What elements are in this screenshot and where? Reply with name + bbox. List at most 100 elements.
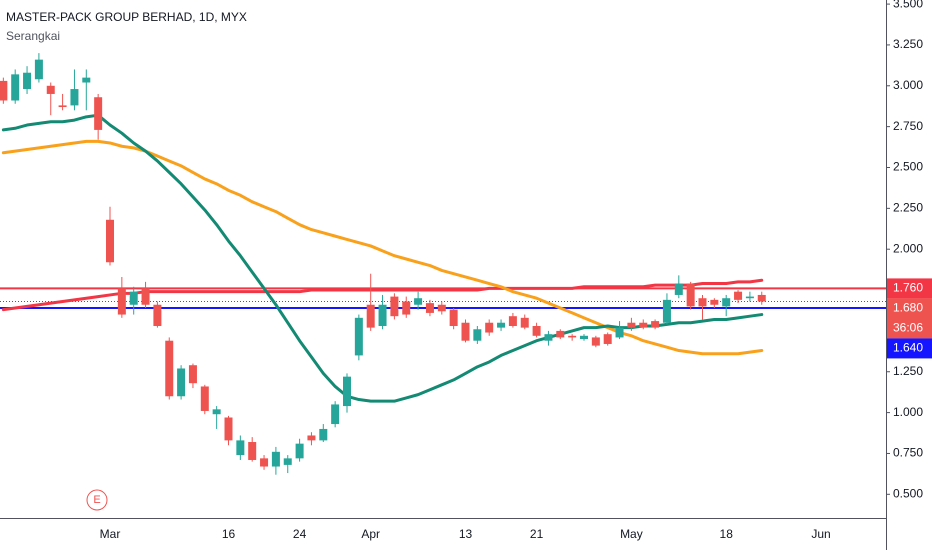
x-tick-label: Jun	[811, 527, 830, 541]
candle-body	[568, 335, 577, 338]
x-tick-label: 24	[293, 527, 307, 541]
candle-body	[177, 368, 186, 397]
candle-body	[153, 304, 162, 326]
y-tick-label: 0.750	[893, 446, 923, 460]
plot	[0, 53, 886, 475]
candle-body	[58, 105, 67, 108]
candle-body	[248, 442, 257, 460]
candle-body	[556, 330, 565, 338]
candle-body	[319, 428, 328, 441]
candle-body	[508, 316, 517, 326]
candle-body	[674, 283, 683, 295]
candle-body	[461, 322, 470, 341]
y-tick-label: 3.500	[893, 0, 923, 10]
earnings-marker[interactable]	[86, 489, 108, 511]
x-tick-label: Apr	[361, 527, 380, 541]
candle-body	[236, 440, 245, 456]
candle-body	[662, 299, 671, 323]
candle-body	[580, 335, 588, 340]
candle-body	[532, 325, 541, 336]
candle-body	[212, 409, 221, 415]
candle-body	[343, 376, 351, 407]
candle-body	[686, 283, 695, 307]
candle-body	[485, 322, 494, 333]
candle-body	[200, 386, 209, 411]
candle-body	[627, 322, 636, 328]
candle-body	[0, 80, 8, 101]
candle-body	[544, 334, 553, 341]
x-tick-label: Mar	[100, 527, 121, 541]
y-tick-label: 3.250	[893, 37, 923, 51]
candle-body	[757, 294, 766, 302]
last-price-label-box	[887, 298, 932, 339]
chart-title: MASTER-PACK GROUP BERHAD, 1D, MYX	[6, 10, 247, 24]
candle-body	[722, 298, 731, 307]
candle-body	[615, 327, 624, 338]
candle-body	[425, 303, 434, 313]
x-tick-label: 18	[720, 527, 734, 541]
x-tick-label: 16	[222, 527, 236, 541]
candle-body	[188, 365, 197, 384]
x-tick-label: 21	[530, 527, 544, 541]
chart-subtitle: Serangkai	[6, 29, 60, 43]
y-tick-label: 1.000	[893, 405, 923, 419]
candle-body	[70, 89, 79, 106]
candle-body	[23, 72, 32, 90]
candle-body	[224, 417, 233, 441]
price-label-box	[887, 278, 932, 299]
candle-body	[82, 77, 91, 83]
candle-body	[651, 321, 660, 328]
candle-body	[165, 340, 174, 397]
candle-body	[46, 85, 55, 94]
y-tick-label: 0.500	[893, 486, 923, 500]
candle-body	[390, 296, 399, 317]
countdown-label: 36:06	[893, 321, 923, 335]
candle-body	[698, 298, 707, 307]
candle-body	[117, 288, 126, 315]
y-tick-label: 2.250	[893, 201, 923, 215]
candle-body	[473, 329, 482, 341]
candle-body	[591, 337, 600, 346]
candle-body	[11, 74, 20, 101]
candle-body	[378, 304, 387, 326]
candle-body	[414, 298, 423, 305]
y-tick-label: 2.500	[893, 160, 923, 174]
candle-body	[141, 288, 150, 305]
y-tick-label: 3.000	[893, 78, 923, 92]
candle-body	[260, 458, 269, 467]
moving-average-line	[1, 139, 764, 356]
candle-body	[402, 301, 411, 315]
y-tick-label: 2.750	[893, 119, 923, 133]
candle-body	[354, 317, 363, 356]
x-tick-label: 13	[459, 527, 473, 541]
x-tick-label: May	[620, 527, 643, 541]
candle-body	[106, 219, 114, 263]
candle-body	[497, 322, 506, 328]
candle-body	[710, 299, 719, 305]
candle-body	[283, 458, 292, 465]
candle-body	[639, 322, 648, 328]
earnings-marker-label: E	[93, 494, 100, 506]
last-price-label: 1.680	[893, 301, 923, 315]
candle-body	[449, 309, 458, 326]
y-tick-label: 1.250	[893, 364, 923, 378]
candle-body	[94, 97, 103, 130]
candle-body	[129, 291, 138, 305]
price-label-box	[887, 338, 932, 359]
y-tick-label: 2.000	[893, 241, 923, 255]
candle-body	[520, 317, 529, 328]
candle-body	[366, 304, 375, 328]
candle-body	[745, 296, 754, 299]
candle-body	[603, 334, 612, 344]
candle-body	[295, 443, 304, 459]
candle-body	[331, 404, 340, 425]
candle-body	[437, 304, 446, 312]
candle-body	[34, 59, 43, 80]
price-label: 1.760	[893, 281, 923, 295]
candle-body	[271, 451, 280, 467]
price-label: 1.640	[893, 341, 923, 355]
candle-body	[307, 435, 316, 441]
